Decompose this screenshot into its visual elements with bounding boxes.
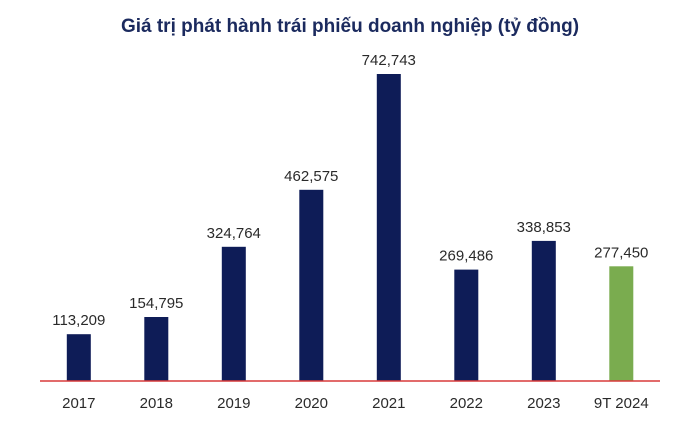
x-tick-label-2021: 2021 [372,395,405,412]
x-tick-label-2020: 2020 [295,395,328,412]
bar-9t-2024 [609,266,634,381]
bar-2019 [221,246,246,381]
chart-title: Giá trị phát hành trái phiếu doanh nghiệ… [120,16,580,37]
x-tick-labels-group: 2017 2018 2019 2020 2021 2022 2023 9T 2024 [62,395,649,412]
value-label-2020: 462,575 [284,168,338,185]
value-label-2017: 113,209 [52,312,105,329]
x-tick-label-2023: 2023 [527,395,560,412]
bar-2017 [66,334,91,381]
value-label-2018: 154,795 [129,295,183,312]
x-tick-label-2017: 2017 [62,395,95,412]
x-tick-label-2022: 2022 [450,395,483,412]
value-labels-group: 113,209 154,795 324,764 462,575 742,743 269,4… [52,52,648,329]
bar-2022 [454,269,479,381]
value-label-2023: 338,853 [517,219,571,236]
bar-2018 [144,317,169,381]
x-tick-label-9t-2024: 9T 2024 [594,395,649,412]
bar-2023 [531,240,556,381]
value-label-2021: 742,743 [362,52,416,69]
bars-group [66,74,634,381]
value-label-9t-2024: 277,450 [594,244,648,261]
bar-2021 [376,74,401,381]
x-tick-label-2019: 2019 [217,395,250,412]
x-tick-label-2018: 2018 [140,395,173,412]
value-label-2022: 269,486 [439,248,493,265]
value-label-2019: 324,764 [207,225,261,242]
bar-2020 [299,189,324,381]
